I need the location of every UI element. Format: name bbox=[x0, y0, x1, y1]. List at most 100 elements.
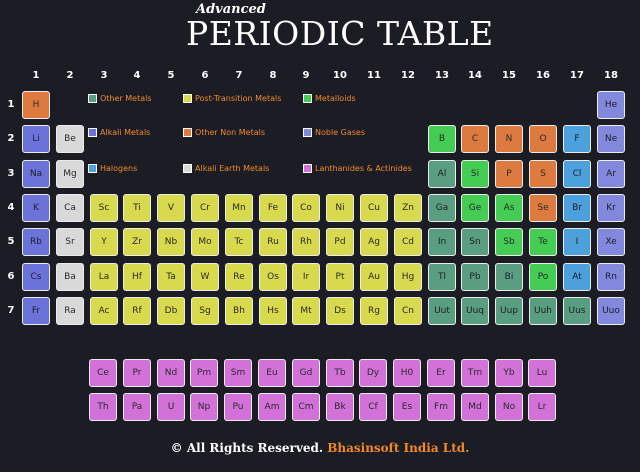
element-cell-ga[interactable]: Ga bbox=[428, 194, 456, 222]
element-cell-cl[interactable]: Cl bbox=[563, 160, 591, 188]
element-cell-uut[interactable]: Uut bbox=[428, 297, 456, 325]
element-cell-br[interactable]: Br bbox=[563, 194, 591, 222]
element-cell-cu[interactable]: Cu bbox=[360, 194, 388, 222]
element-cell-pb[interactable]: Pb bbox=[461, 263, 489, 291]
element-cell-lu[interactable]: Lu bbox=[528, 359, 556, 387]
element-cell-xe[interactable]: Xe bbox=[597, 228, 625, 256]
element-cell-pm[interactable]: Pm bbox=[190, 359, 218, 387]
element-cell-uus[interactable]: Uus bbox=[563, 297, 591, 325]
element-cell-b[interactable]: B bbox=[428, 125, 456, 153]
element-cell-i[interactable]: I bbox=[563, 228, 591, 256]
element-cell-c[interactable]: C bbox=[461, 125, 489, 153]
element-cell-tc[interactable]: Tc bbox=[225, 228, 253, 256]
element-cell-at[interactable]: At bbox=[563, 263, 591, 291]
element-cell-u[interactable]: U bbox=[157, 393, 185, 421]
element-cell-gd[interactable]: Gd bbox=[292, 359, 320, 387]
element-cell-v[interactable]: V bbox=[157, 194, 185, 222]
element-cell-fr[interactable]: Fr bbox=[22, 297, 50, 325]
element-cell-bi[interactable]: Bi bbox=[495, 263, 523, 291]
element-cell-f[interactable]: F bbox=[563, 125, 591, 153]
element-cell-rf[interactable]: Rf bbox=[123, 297, 151, 325]
element-cell-ac[interactable]: Ac bbox=[90, 297, 118, 325]
element-cell-mg[interactable]: Mg bbox=[56, 160, 84, 188]
element-cell-db[interactable]: Db bbox=[157, 297, 185, 325]
element-cell-pd[interactable]: Pd bbox=[326, 228, 354, 256]
element-cell-tb[interactable]: Tb bbox=[326, 359, 354, 387]
element-cell-be[interactable]: Be bbox=[56, 125, 84, 153]
element-cell-th[interactable]: Th bbox=[89, 393, 117, 421]
element-cell-au[interactable]: Au bbox=[360, 263, 388, 291]
element-cell-sc[interactable]: Sc bbox=[90, 194, 118, 222]
element-cell-cd[interactable]: Cd bbox=[394, 228, 422, 256]
element-cell-lr[interactable]: Lr bbox=[528, 393, 556, 421]
element-cell-eu[interactable]: Eu bbox=[258, 359, 286, 387]
element-cell-n[interactable]: N bbox=[495, 125, 523, 153]
element-cell-fe[interactable]: Fe bbox=[259, 194, 287, 222]
element-cell-he[interactable]: He bbox=[597, 91, 625, 119]
element-cell-bk[interactable]: Bk bbox=[326, 393, 354, 421]
element-cell-hg[interactable]: Hg bbox=[394, 263, 422, 291]
element-cell-cn[interactable]: Cn bbox=[394, 297, 422, 325]
element-cell-al[interactable]: Al bbox=[428, 160, 456, 188]
element-cell-cs[interactable]: Cs bbox=[22, 263, 50, 291]
element-cell-sb[interactable]: Sb bbox=[495, 228, 523, 256]
element-cell-pa[interactable]: Pa bbox=[123, 393, 151, 421]
element-cell-la[interactable]: La bbox=[90, 263, 118, 291]
element-cell-rn[interactable]: Rn bbox=[597, 263, 625, 291]
element-cell-ne[interactable]: Ne bbox=[597, 125, 625, 153]
element-cell-na[interactable]: Na bbox=[22, 160, 50, 188]
element-cell-as[interactable]: As bbox=[495, 194, 523, 222]
element-cell-am[interactable]: Am bbox=[258, 393, 286, 421]
element-cell-dy[interactable]: Dy bbox=[359, 359, 387, 387]
element-cell-cm[interactable]: Cm bbox=[292, 393, 320, 421]
element-cell-ar[interactable]: Ar bbox=[597, 160, 625, 188]
element-cell-mn[interactable]: Mn bbox=[225, 194, 253, 222]
element-cell-kr[interactable]: Kr bbox=[597, 194, 625, 222]
element-cell-h[interactable]: H bbox=[22, 91, 50, 119]
element-cell-mo[interactable]: Mo bbox=[191, 228, 219, 256]
element-cell-nd[interactable]: Nd bbox=[157, 359, 185, 387]
element-cell-sm[interactable]: Sm bbox=[224, 359, 252, 387]
element-cell-ta[interactable]: Ta bbox=[157, 263, 185, 291]
element-cell-tl[interactable]: Tl bbox=[428, 263, 456, 291]
element-cell-uup[interactable]: Uup bbox=[495, 297, 523, 325]
element-cell-hs[interactable]: Hs bbox=[259, 297, 287, 325]
element-cell-co[interactable]: Co bbox=[292, 194, 320, 222]
element-cell-rg[interactable]: Rg bbox=[360, 297, 388, 325]
element-cell-ir[interactable]: Ir bbox=[292, 263, 320, 291]
element-cell-ds[interactable]: Ds bbox=[326, 297, 354, 325]
element-cell-es[interactable]: Es bbox=[393, 393, 421, 421]
element-cell-md[interactable]: Md bbox=[461, 393, 489, 421]
element-cell-ag[interactable]: Ag bbox=[360, 228, 388, 256]
element-cell-uuo[interactable]: Uuo bbox=[597, 297, 625, 325]
element-cell-k[interactable]: K bbox=[22, 194, 50, 222]
element-cell-pt[interactable]: Pt bbox=[326, 263, 354, 291]
element-cell-nb[interactable]: Nb bbox=[157, 228, 185, 256]
element-cell-te[interactable]: Te bbox=[529, 228, 557, 256]
element-cell-ge[interactable]: Ge bbox=[461, 194, 489, 222]
element-cell-ru[interactable]: Ru bbox=[259, 228, 287, 256]
element-cell-ce[interactable]: Ce bbox=[89, 359, 117, 387]
element-cell-bh[interactable]: Bh bbox=[225, 297, 253, 325]
element-cell-er[interactable]: Er bbox=[427, 359, 455, 387]
element-cell-po[interactable]: Po bbox=[529, 263, 557, 291]
element-cell-os[interactable]: Os bbox=[259, 263, 287, 291]
element-cell-y[interactable]: Y bbox=[90, 228, 118, 256]
element-cell-cr[interactable]: Cr bbox=[191, 194, 219, 222]
element-cell-ni[interactable]: Ni bbox=[326, 194, 354, 222]
element-cell-ti[interactable]: Ti bbox=[123, 194, 151, 222]
element-cell-tm[interactable]: Tm bbox=[461, 359, 489, 387]
element-cell-re[interactable]: Re bbox=[225, 263, 253, 291]
element-cell-ca[interactable]: Ca bbox=[56, 194, 84, 222]
element-cell-ba[interactable]: Ba bbox=[56, 263, 84, 291]
element-cell-s[interactable]: S bbox=[529, 160, 557, 188]
element-cell-cf[interactable]: Cf bbox=[359, 393, 387, 421]
element-cell-mt[interactable]: Mt bbox=[292, 297, 320, 325]
element-cell-rh[interactable]: Rh bbox=[292, 228, 320, 256]
element-cell-h0[interactable]: H0 bbox=[393, 359, 421, 387]
element-cell-o[interactable]: O bbox=[529, 125, 557, 153]
element-cell-no[interactable]: No bbox=[495, 393, 523, 421]
element-cell-zn[interactable]: Zn bbox=[394, 194, 422, 222]
element-cell-li[interactable]: Li bbox=[22, 125, 50, 153]
element-cell-in[interactable]: In bbox=[428, 228, 456, 256]
